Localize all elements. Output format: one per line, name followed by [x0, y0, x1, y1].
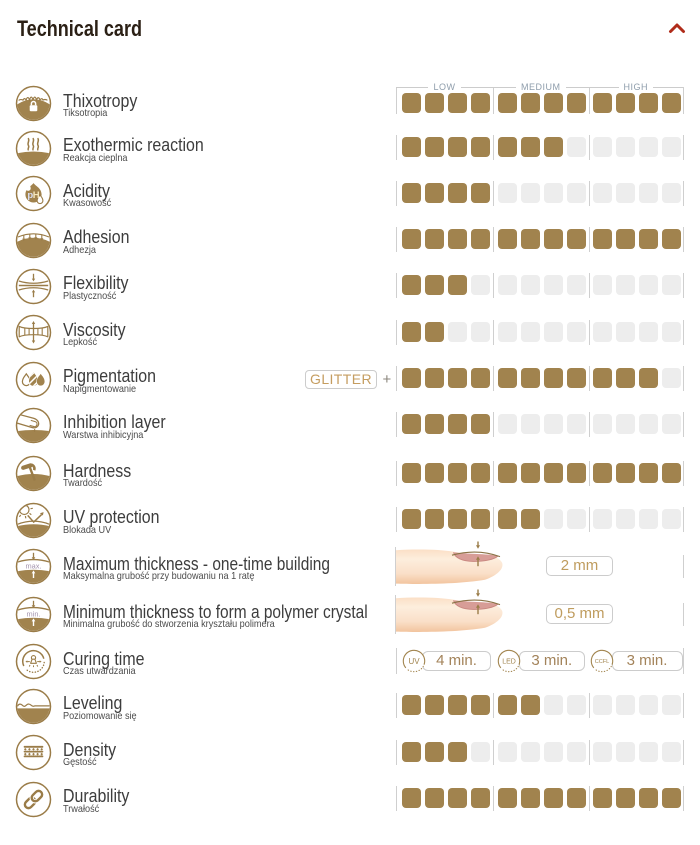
- svg-text:min.: min.: [27, 610, 41, 619]
- svg-text:UV: UV: [408, 657, 420, 666]
- svg-text:p: p: [27, 190, 33, 201]
- svg-text:LED: LED: [502, 659, 516, 666]
- svg-text:CCFL: CCFL: [595, 659, 610, 665]
- svg-text:max.: max.: [25, 562, 41, 571]
- svg-text:H: H: [33, 190, 40, 201]
